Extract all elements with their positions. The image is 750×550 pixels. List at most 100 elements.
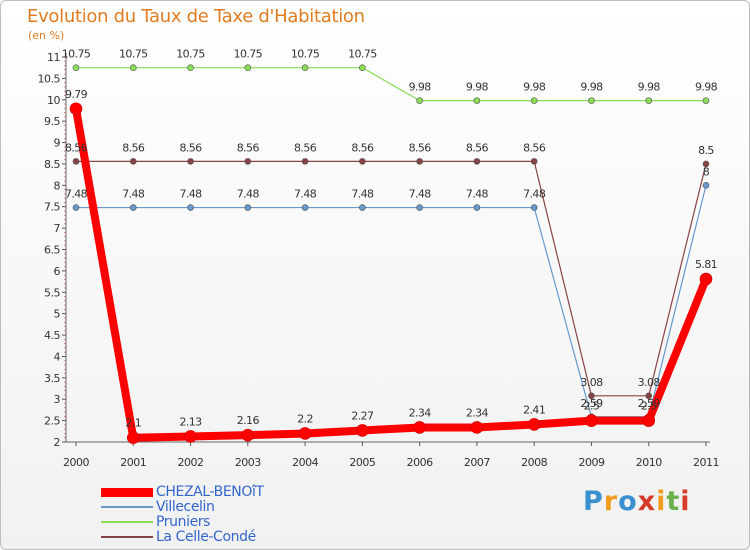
- chart-title: Evolution du Taux de Taxe d'Habitation: [27, 6, 365, 27]
- logo-letter: x: [637, 486, 657, 517]
- legend-item: Villecelin: [101, 499, 361, 515]
- data-label: 7.48: [65, 188, 88, 201]
- data-point: [301, 158, 309, 165]
- logo-letter: o: [618, 486, 638, 517]
- legend-item: La Celle-Condé: [101, 529, 361, 545]
- series-line: [72, 104, 710, 442]
- data-label: 10.75: [291, 48, 320, 61]
- y-tick-label: 11: [47, 51, 60, 64]
- series-line: [75, 160, 707, 397]
- data-point: [69, 102, 83, 116]
- logo-letter: r: [603, 486, 619, 517]
- legend-label: CHEZAL-BENOîT: [156, 484, 264, 500]
- data-label: 2.16: [237, 414, 260, 427]
- data-point: [244, 64, 252, 71]
- legend-item: Pruniers: [101, 514, 361, 530]
- data-point: [530, 204, 538, 211]
- legend-swatch: [101, 487, 153, 497]
- data-label: 7.48: [351, 188, 374, 201]
- y-tick-label: 5.5: [44, 286, 60, 299]
- series-line: [75, 184, 707, 418]
- data-label: 2.27: [351, 409, 374, 422]
- y-tick-label: 9: [54, 137, 61, 150]
- legend-swatch: [101, 521, 153, 523]
- y-tick-label: 4.5: [44, 329, 60, 342]
- data-label: 7.48: [237, 188, 260, 201]
- data-label: 8.56: [351, 141, 374, 154]
- data-point: [699, 272, 713, 286]
- data-point: [359, 204, 366, 211]
- x-tick-label: 2002: [178, 456, 204, 469]
- y-tick-label: 6.5: [44, 244, 60, 257]
- x-tick-label: 2001: [120, 456, 146, 469]
- y-tick-label: 4: [54, 350, 61, 363]
- legend-swatch: [101, 506, 153, 508]
- data-label: 8.56: [179, 141, 202, 154]
- y-tick-label: 8.5: [44, 158, 60, 171]
- legend-label: Villecelin: [156, 499, 215, 515]
- data-point: [470, 421, 484, 434]
- x-tick-label: 2003: [235, 456, 261, 469]
- data-point: [72, 204, 80, 211]
- data-point: [416, 158, 423, 165]
- y-tick-label: 3.5: [44, 372, 60, 385]
- data-point: [359, 158, 366, 165]
- data-point: [416, 204, 423, 211]
- data-label: 5.81: [695, 258, 717, 271]
- data-point: [473, 97, 481, 104]
- data-label: 2.13: [179, 415, 202, 428]
- data-label: 8.56: [294, 141, 317, 154]
- data-label: 2.5: [584, 400, 600, 413]
- data-point: [129, 158, 137, 165]
- data-point: [588, 392, 595, 400]
- data-label: 2.59: [580, 397, 603, 410]
- data-label: 10.75: [348, 48, 377, 61]
- data-label: 8.56: [466, 141, 489, 154]
- data-point: [530, 97, 538, 104]
- data-point: [72, 158, 80, 165]
- data-point: [301, 64, 309, 71]
- data-point: [702, 160, 710, 168]
- y-tick-label: 10.5: [38, 72, 61, 85]
- data-label: 10.75: [176, 48, 205, 61]
- data-point: [645, 392, 653, 400]
- data-label: 7.48: [466, 188, 489, 201]
- data-label: 2.34: [466, 406, 489, 419]
- data-point: [473, 158, 481, 165]
- data-label: 9.98: [409, 81, 432, 94]
- data-point: [702, 97, 710, 104]
- x-tick-label: 2006: [407, 456, 433, 469]
- data-label: 3.08: [638, 376, 661, 389]
- y-tick-label: 5: [54, 308, 61, 321]
- data-label: 9.79: [65, 88, 88, 101]
- data-label: 9.98: [523, 81, 546, 94]
- data-label: 8.56: [65, 141, 88, 154]
- data-label: 10.75: [119, 48, 148, 61]
- data-point: [244, 158, 252, 165]
- x-tick-label: 2009: [578, 456, 604, 469]
- y-tick-label: 2: [54, 436, 61, 449]
- data-point: [129, 204, 137, 211]
- x-tick-label: 2004: [292, 456, 318, 469]
- data-point: [588, 97, 595, 104]
- data-label: 9.98: [580, 81, 603, 94]
- data-label: 8.56: [237, 141, 260, 154]
- data-label: 2.59: [638, 397, 661, 410]
- legend: CHEZAL-BENOîT Villecelin Pruniers La Celle-…: [101, 484, 361, 545]
- y-tick-label: 7.5: [44, 201, 60, 214]
- data-label: 2.5: [641, 400, 657, 413]
- data-point: [413, 421, 426, 434]
- data-label: 8: [703, 165, 710, 178]
- data-point: [241, 428, 255, 442]
- data-label: 7.48: [179, 188, 202, 201]
- data-point: [187, 158, 194, 165]
- data-label: 7.48: [294, 188, 317, 201]
- y-tick-label: 7: [54, 222, 61, 235]
- y-tick-label: 6: [54, 265, 61, 278]
- data-label: 9.98: [695, 81, 718, 94]
- data-point: [72, 64, 80, 71]
- data-label: 9.98: [466, 81, 489, 94]
- legend-item: CHEZAL-BENOîT: [101, 484, 361, 500]
